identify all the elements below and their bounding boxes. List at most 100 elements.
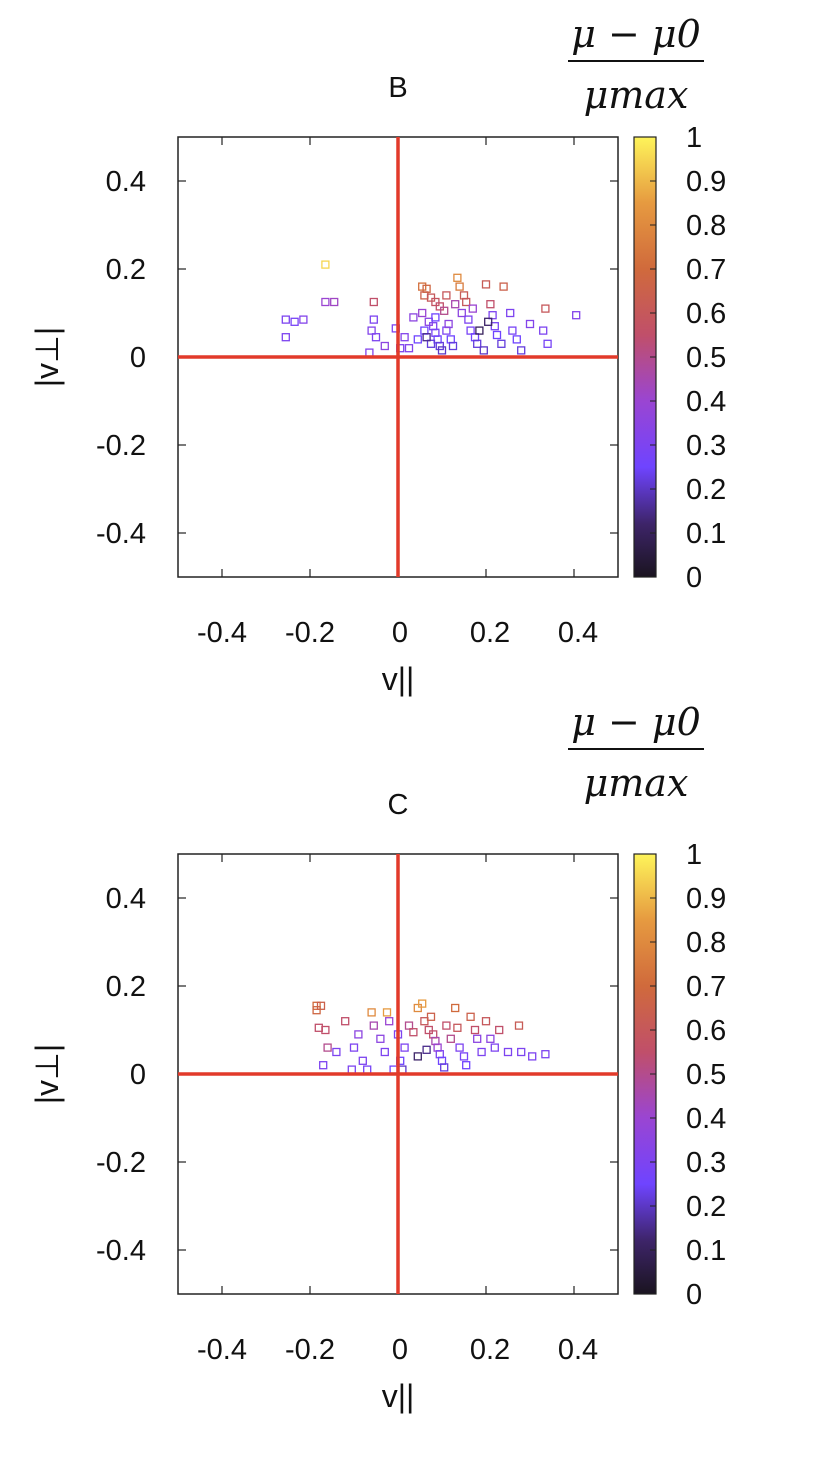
- data-point: [440, 306, 449, 315]
- data-point: [490, 322, 499, 331]
- data-point: [541, 304, 550, 313]
- plot-title: B: [388, 72, 407, 104]
- data-point: [376, 1034, 385, 1043]
- data-point: [543, 339, 552, 348]
- y-tick-label: 0.4: [106, 166, 146, 198]
- data-point: [473, 339, 482, 348]
- colorbar-ticks: 1 0.9 0.8 0.7 0.6 0.5 0.4 0.3 0.2 0.1 0: [650, 839, 726, 1311]
- data-point: [349, 1043, 359, 1052]
- data-point: [371, 333, 381, 342]
- data-point: [367, 1008, 376, 1017]
- y-tick-label: 0.2: [106, 971, 146, 1003]
- colorbar-tick-label: 0.5: [686, 342, 726, 374]
- data-point: [323, 1043, 332, 1052]
- data-point: [486, 1034, 495, 1043]
- colorbar-tick-label: 0.6: [686, 1015, 726, 1047]
- data-point: [418, 999, 427, 1008]
- panel-b: B -0.4 -0.2 0 0.2 0.4 0.4 0.2 0 -0.2 -0.…: [29, 12, 726, 697]
- colorbar-tick-label: 0.6: [686, 298, 726, 330]
- data-point: [435, 302, 444, 311]
- y-tick-marks: [178, 897, 618, 1251]
- scatter-points: [281, 260, 581, 357]
- colorbar-tick-label: 0: [686, 1279, 702, 1311]
- colorbar-tick-label: 0.7: [686, 971, 726, 1003]
- data-point: [528, 1052, 537, 1061]
- data-point: [462, 297, 471, 307]
- colorbar-tick-label: 0.1: [686, 1235, 726, 1267]
- data-point: [508, 326, 517, 335]
- y-tick-label: 0.2: [106, 254, 146, 286]
- data-point: [470, 1025, 480, 1035]
- data-point: [497, 339, 506, 348]
- data-point: [332, 1047, 341, 1057]
- data-point: [484, 317, 493, 326]
- plot-title: C: [388, 789, 409, 821]
- data-point: [466, 326, 475, 335]
- colorbar-title-numerator: μ − μ0: [571, 12, 701, 56]
- colorbar-tick-label: 1: [686, 839, 702, 871]
- data-point: [468, 304, 477, 313]
- colorbar-tick-label: 0.4: [686, 1103, 726, 1135]
- colorbar-tick-label: 0.5: [686, 1059, 726, 1091]
- data-point: [413, 1003, 422, 1013]
- data-point: [312, 1001, 321, 1010]
- data-point: [512, 335, 521, 344]
- y-tick-label: -0.4: [96, 1235, 146, 1267]
- y-tick-label: -0.2: [96, 1147, 146, 1179]
- x-axis-label: v||: [382, 661, 415, 697]
- x-tick-label: -0.4: [197, 617, 247, 649]
- data-point: [514, 1021, 524, 1030]
- x-tick-label: 0.4: [558, 1334, 598, 1366]
- data-point: [424, 317, 433, 326]
- colorbar-tick-label: 0.7: [686, 254, 726, 286]
- x-tick-label: 0.4: [558, 617, 598, 649]
- x-tick-marks: [221, 854, 575, 1294]
- colorbar-ticks: 1 0.9 0.8 0.7 0.6 0.5 0.4 0.3 0.2 0.1 0: [650, 122, 726, 594]
- x-tick-label: -0.4: [197, 1334, 247, 1366]
- data-point: [499, 282, 508, 291]
- x-tick-marks: [221, 137, 575, 577]
- data-point: [539, 326, 548, 335]
- data-point: [488, 311, 497, 320]
- x-tick-label: 0.2: [470, 617, 510, 649]
- y-tick-label: 0: [130, 342, 146, 374]
- data-point: [572, 311, 581, 320]
- colorbar-tick-label: 0.1: [686, 518, 726, 550]
- data-point: [481, 280, 491, 289]
- y-tick-label: 0.4: [106, 883, 146, 915]
- data-point: [451, 1003, 460, 1013]
- colorbar-tick-label: 0.8: [686, 927, 726, 959]
- data-point: [422, 1045, 431, 1054]
- data-point: [354, 1030, 363, 1039]
- data-point: [503, 1047, 513, 1057]
- data-point: [281, 315, 290, 324]
- y-tick-label: -0.4: [96, 518, 146, 550]
- data-point: [486, 300, 495, 309]
- data-point: [369, 1021, 378, 1030]
- data-point: [506, 308, 515, 318]
- y-tick-label: 0: [130, 1059, 146, 1091]
- data-point: [290, 317, 299, 326]
- data-point: [426, 339, 436, 348]
- colorbar-tick-label: 0.8: [686, 210, 726, 242]
- data-point: [437, 346, 447, 355]
- data-point: [367, 326, 376, 335]
- data-point: [409, 1028, 418, 1037]
- data-point: [455, 1043, 464, 1052]
- data-point: [385, 1017, 394, 1026]
- data-point: [413, 335, 422, 344]
- data-point: [281, 333, 290, 342]
- data-point: [442, 1021, 451, 1030]
- data-point: [477, 1047, 486, 1057]
- data-point: [492, 330, 502, 340]
- data-point: [404, 344, 414, 353]
- data-point: [321, 297, 330, 307]
- data-point: [319, 1061, 328, 1070]
- colorbar-tick-label: 0.9: [686, 883, 726, 915]
- data-point: [440, 1063, 449, 1072]
- data-point: [424, 1025, 433, 1035]
- y-tick-marks: [178, 180, 618, 534]
- data-point: [541, 1050, 550, 1059]
- colorbar-tick-label: 0.3: [686, 430, 726, 462]
- data-point: [418, 308, 427, 318]
